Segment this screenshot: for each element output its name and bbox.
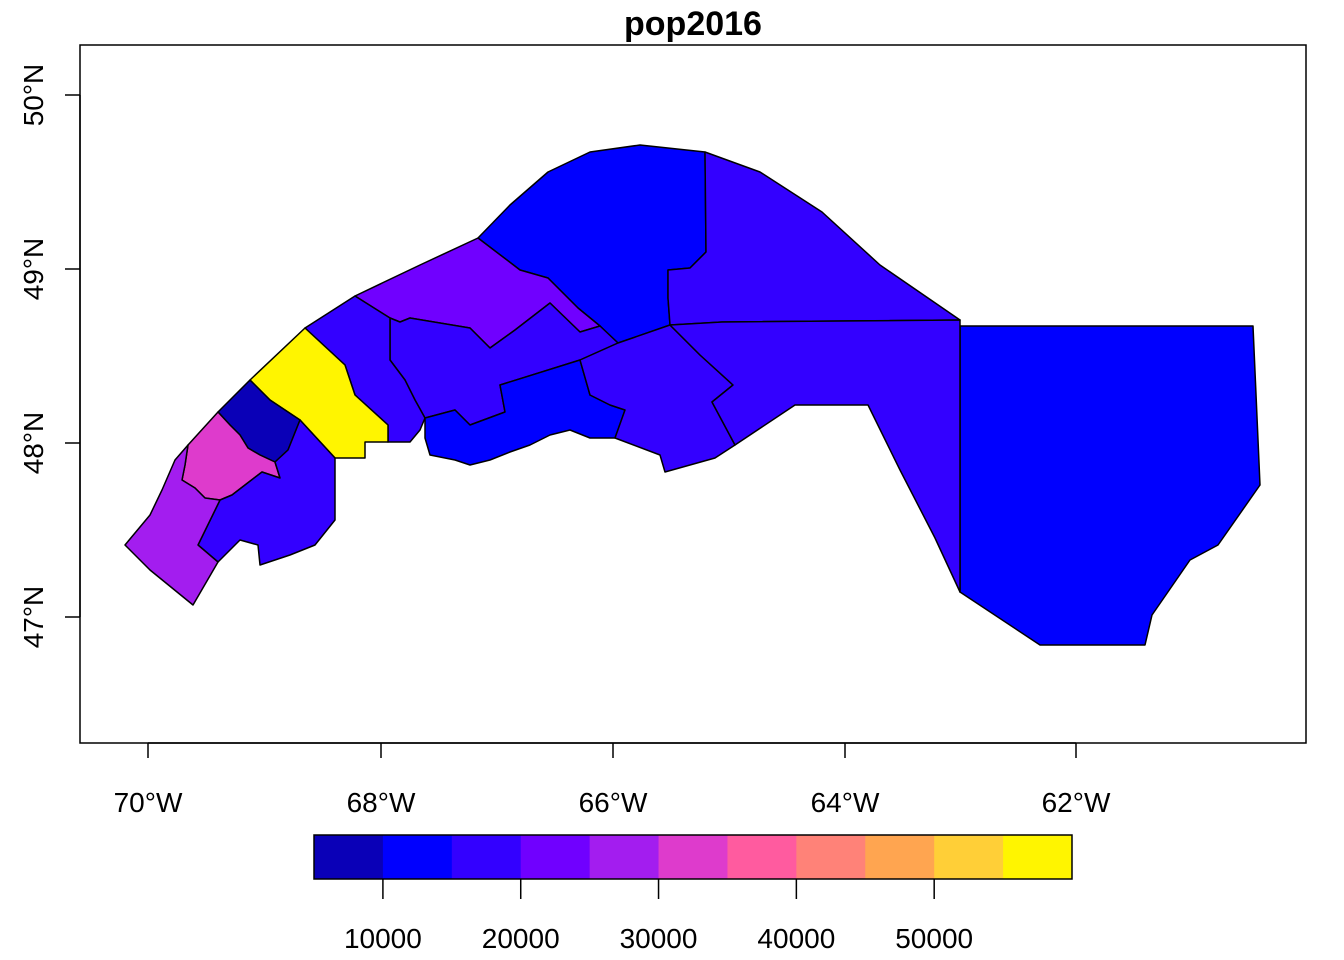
legend-swatch <box>865 835 935 879</box>
legend-swatch <box>658 835 728 879</box>
x-axis: 70°W 68°W 66°W 64°W 62°W <box>114 742 1111 818</box>
y-axis: 47°N 48°N 49°N 50°N <box>18 64 81 649</box>
legend-swatch <box>727 835 797 879</box>
legend-frame <box>313 834 1073 880</box>
y-tick-label: 50°N <box>18 64 49 127</box>
legend-tick-label: 20000 <box>482 923 560 954</box>
legend-swatch <box>451 835 522 879</box>
legend: 10000 20000 30000 40000 50000 <box>313 834 1073 954</box>
x-tick-label: 66°W <box>579 787 648 818</box>
region-north-east[interactable] <box>667 151 961 326</box>
regions <box>124 144 1261 646</box>
map-title: pop2016 <box>624 5 762 43</box>
legend-swatch <box>1003 835 1073 879</box>
legend-swatch <box>382 835 453 879</box>
legend-swatch <box>589 835 660 879</box>
legend-tick-label: 40000 <box>757 923 835 954</box>
region-east-strip[interactable] <box>669 319 961 593</box>
legend-swatch <box>520 835 591 879</box>
y-tick-label: 48°N <box>18 412 49 475</box>
region-far-west[interactable] <box>124 444 221 606</box>
legend-tick-label: 50000 <box>895 923 973 954</box>
y-tick-label: 47°N <box>18 586 49 649</box>
region-east[interactable] <box>959 325 1261 646</box>
legend-swatch <box>314 835 384 879</box>
y-tick-label: 49°N <box>18 238 49 301</box>
region-southwest-indigo[interactable] <box>197 419 336 566</box>
x-tick-label: 68°W <box>347 787 416 818</box>
x-tick-label: 64°W <box>811 787 880 818</box>
x-tick-label: 62°W <box>1042 787 1111 818</box>
legend-tick-label: 10000 <box>344 923 422 954</box>
legend-swatch <box>934 835 1004 879</box>
x-tick-label: 70°W <box>114 787 183 818</box>
legend-swatch <box>796 835 866 879</box>
legend-tick-label: 30000 <box>620 923 698 954</box>
